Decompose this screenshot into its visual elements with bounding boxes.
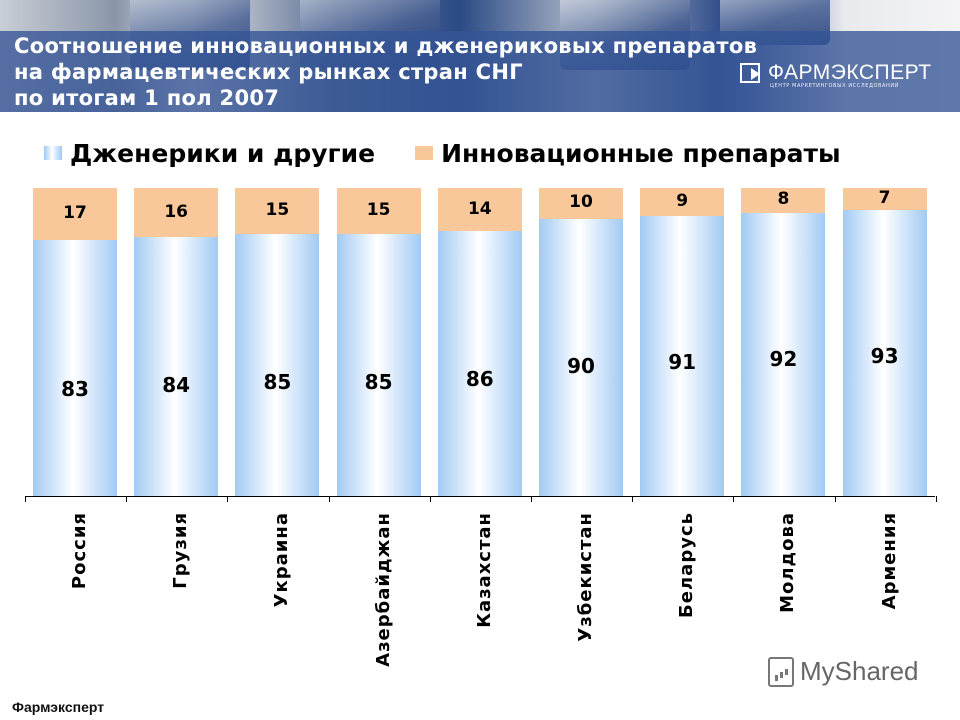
logo-mark-icon xyxy=(740,63,760,83)
watermark-text: MyShared xyxy=(800,656,919,686)
header-banner: Соотношение инновационных и дженериковых… xyxy=(0,0,960,112)
legend-swatch-innovative xyxy=(415,146,434,160)
title-line-3: по итогам 1 пол 2007 xyxy=(14,86,280,110)
bar-5: 14 86 xyxy=(437,188,522,496)
value-label-generics: 83 xyxy=(61,376,89,401)
category-label: Казахстан xyxy=(468,512,498,672)
logo-subtitle: ЦЕНТР МАРКЕТИНГОВЫХ ИССЛЕДОВАНИЙ xyxy=(770,83,900,89)
category-label: Россия xyxy=(63,512,93,672)
legend-item-generics: Дженерики и другие xyxy=(44,139,375,168)
x-axis-tick xyxy=(935,496,937,502)
category-label-text: Азербайджан xyxy=(372,512,394,667)
bar-2: 16 84 xyxy=(134,188,219,496)
legend-label-innovative: Инновационные препараты xyxy=(441,138,841,168)
category-label-text: Армения xyxy=(878,512,900,610)
x-axis-tick xyxy=(531,496,532,502)
bar-9: 7 93 xyxy=(842,187,927,496)
page-title: Соотношение инновационных и дженериковых… xyxy=(14,33,757,111)
logo-name: ФАРМЭКСПЕРТ xyxy=(768,61,932,84)
value-label-innovative: 17 xyxy=(63,203,87,224)
presentation-icon xyxy=(768,656,794,687)
value-label-generics: 93 xyxy=(870,343,899,368)
value-label-innovative: 10 xyxy=(569,192,593,213)
category-label: Узбекистан xyxy=(569,512,599,672)
bar-8: 8 92 xyxy=(741,188,826,496)
bar-3: 15 85 xyxy=(235,188,320,496)
title-line-2: на фармацевтических рынках стран СНГ xyxy=(14,60,523,84)
x-axis-tick xyxy=(328,496,330,502)
bar-segment-innovative xyxy=(134,188,219,238)
value-label-innovative: 9 xyxy=(676,190,689,211)
bar-4: 15 85 xyxy=(336,188,421,496)
value-label-generics: 90 xyxy=(567,353,595,378)
x-axis-line xyxy=(25,496,935,497)
bar-segment-generics xyxy=(336,234,421,496)
bar-6: 10 90 xyxy=(539,188,623,496)
x-axis-tick xyxy=(25,496,26,502)
x-axis-tick xyxy=(733,496,735,502)
bar-segment-innovative xyxy=(842,188,927,210)
source-label: Фармэксперт xyxy=(12,699,105,715)
bar-segment-generics xyxy=(842,209,927,496)
value-label-innovative: 7 xyxy=(878,187,891,208)
category-label-text: Беларусь xyxy=(676,512,698,618)
value-label-generics: 85 xyxy=(263,370,292,395)
x-axis-tick xyxy=(632,496,634,502)
x-axis-tick xyxy=(126,496,128,502)
value-label-innovative: 14 xyxy=(467,198,492,219)
value-label-generics: 91 xyxy=(668,350,697,375)
category-label: Азербайджан xyxy=(367,512,397,672)
bar-segment-generics xyxy=(539,218,623,496)
bar-segment-innovative xyxy=(741,188,826,213)
category-label-text: Казахстан xyxy=(473,512,495,628)
value-label-innovative: 16 xyxy=(164,201,189,222)
x-axis-tick xyxy=(834,496,836,502)
bar-segment-generics xyxy=(437,231,522,496)
bar-7: 9 91 xyxy=(640,188,725,496)
bar-segment-innovative xyxy=(640,188,725,216)
bar-segment-generics xyxy=(134,237,219,496)
category-label: Грузия xyxy=(164,512,194,672)
legend-swatch-generics xyxy=(44,146,62,160)
bar-segment-generics xyxy=(640,215,725,496)
value-label-generics: 84 xyxy=(162,373,191,398)
value-label-innovative: 15 xyxy=(366,200,391,221)
category-label: Молдова xyxy=(771,512,801,672)
title-strip xyxy=(0,31,960,112)
x-axis-tick xyxy=(227,496,229,502)
bar-segment-generics xyxy=(741,212,826,496)
bar-segment-innovative xyxy=(33,188,117,241)
category-label: Украина xyxy=(265,512,295,672)
category-label-text: Узбекистан xyxy=(575,512,596,642)
value-label-generics: 85 xyxy=(364,370,393,395)
value-label-innovative: 8 xyxy=(777,189,790,210)
bar-segment-innovative xyxy=(235,188,320,235)
category-label: Армения xyxy=(873,512,903,672)
legend-item-innovative: Инновационные препараты xyxy=(415,139,841,168)
category-label-text: Грузия xyxy=(170,512,192,589)
x-axis-tick xyxy=(429,496,431,502)
value-label-generics: 92 xyxy=(769,346,798,371)
title-line-1: Соотношение инновационных и дженериковых… xyxy=(14,34,758,58)
legend-label-generics: Дженерики и другие xyxy=(70,138,376,168)
bar-1: 17 83 xyxy=(33,188,117,496)
bar-segment-innovative xyxy=(539,188,623,219)
category-label-text: Россия xyxy=(69,512,90,590)
category-label-text: Украина xyxy=(271,512,293,608)
bar-segment-innovative xyxy=(336,188,421,235)
bar-segment-innovative xyxy=(437,188,522,232)
watermark: MyShared xyxy=(768,656,919,687)
bar-segment-generics xyxy=(235,234,320,496)
value-label-generics: 86 xyxy=(465,366,494,391)
category-label: Беларусь xyxy=(670,512,700,672)
value-label-innovative: 15 xyxy=(265,200,290,221)
chart-legend: Дженерики и другие Инновационные препара… xyxy=(44,138,881,168)
bar-segment-generics xyxy=(33,240,117,496)
category-label-text: Молдова xyxy=(777,512,799,613)
